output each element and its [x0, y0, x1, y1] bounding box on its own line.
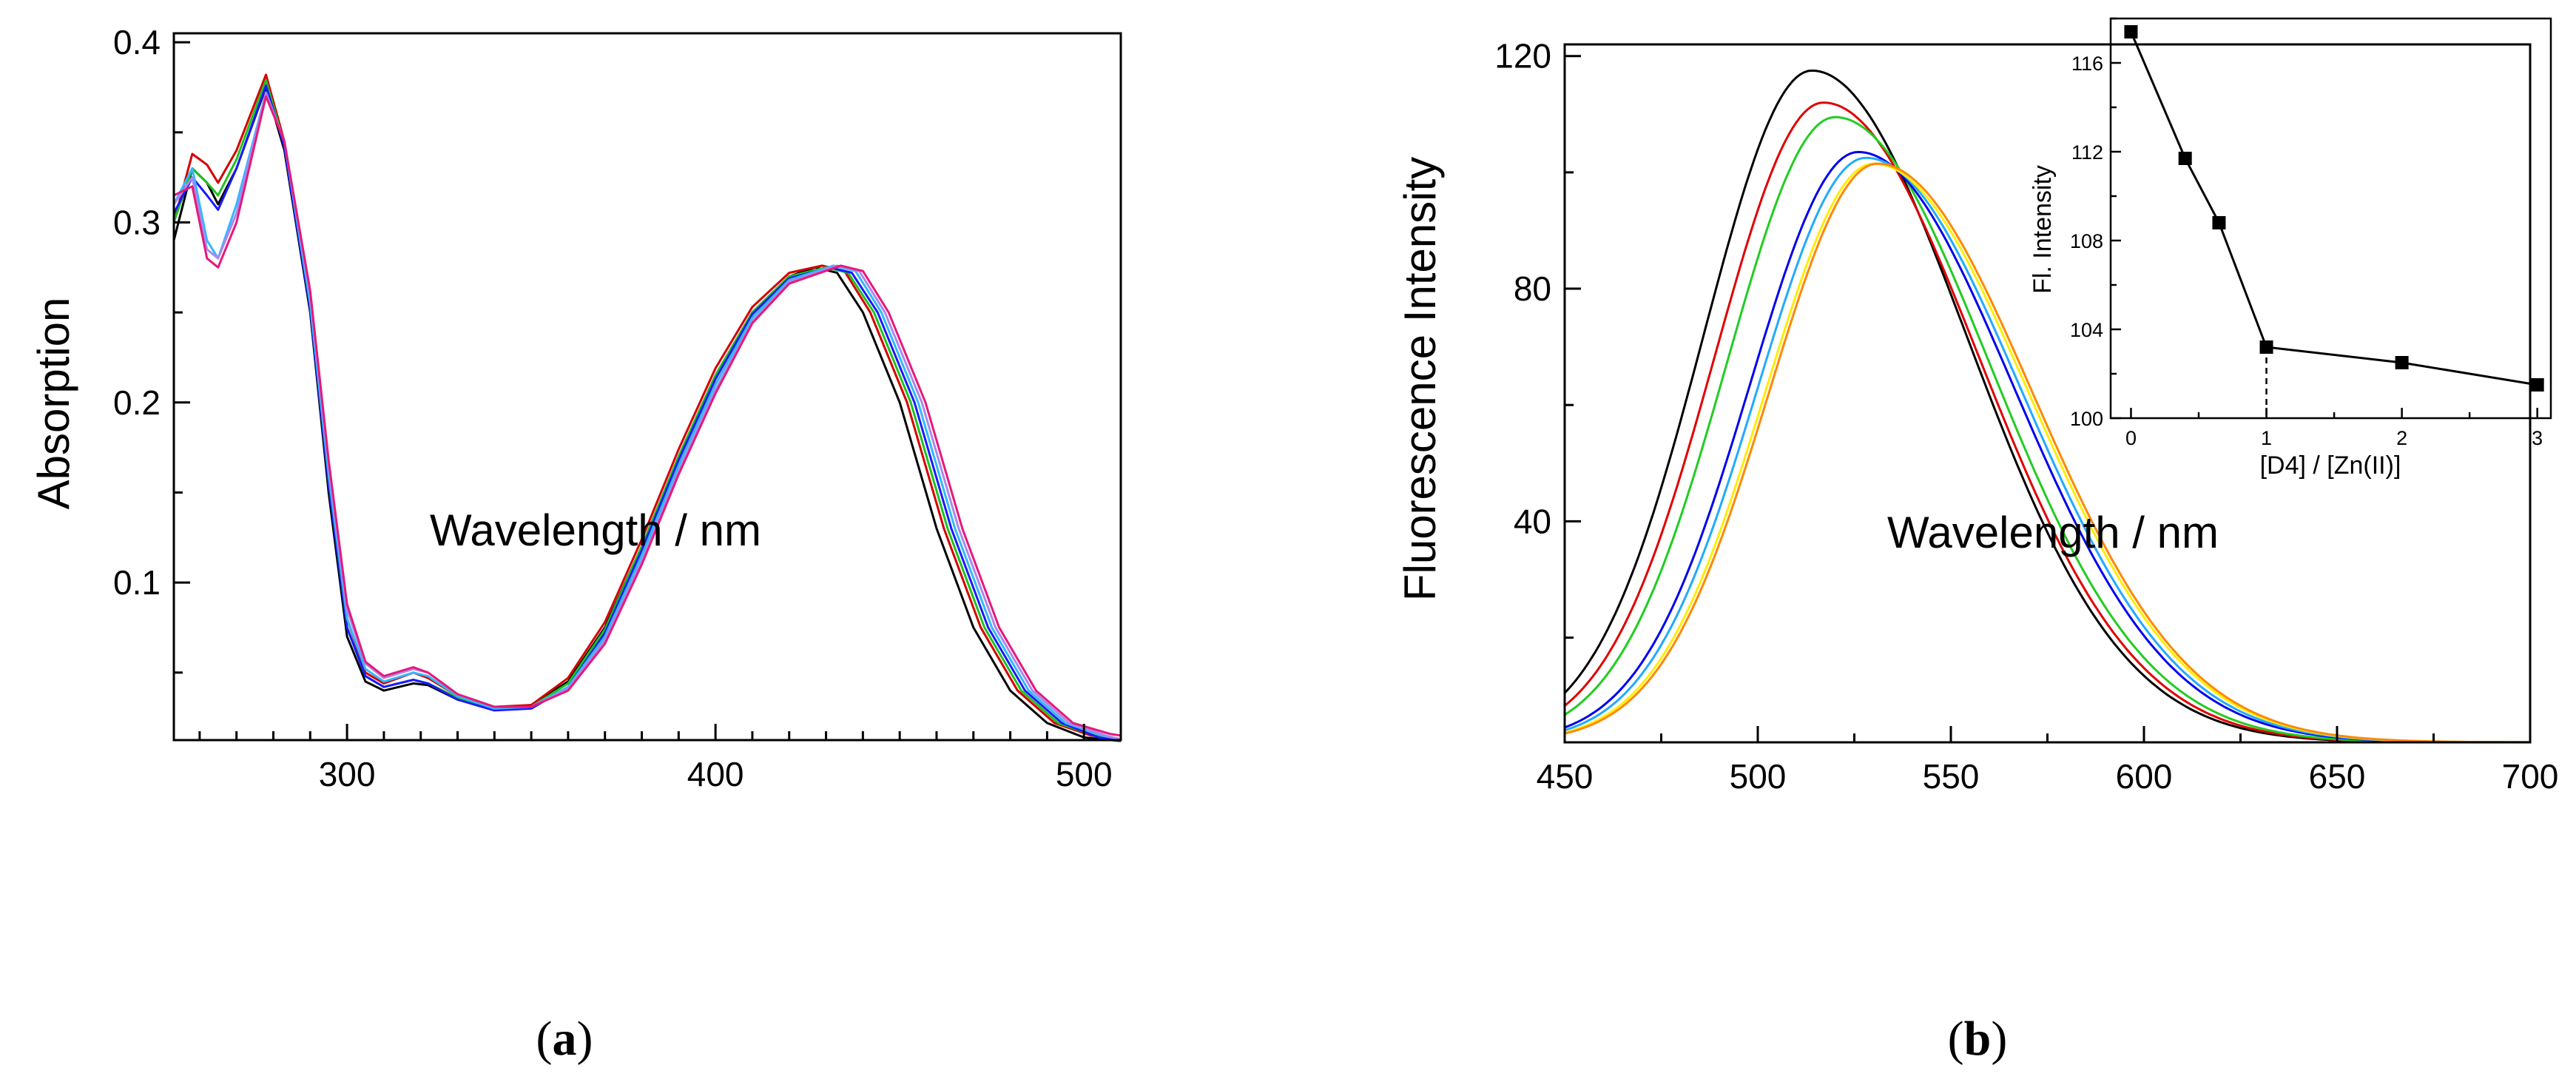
inset-data-point: [2124, 25, 2138, 38]
inset-y-axis-label: Fl. Intensity: [2029, 165, 2057, 294]
panel-b-x-tick-label: 500: [1730, 757, 1787, 796]
inset-data-point: [2259, 340, 2273, 354]
panel-a-series-blue: [172, 84, 1122, 742]
inset-data-points: [2124, 25, 2544, 392]
panel-b-inset-chart: 0 1 2 3 100 104 108 112 116 [D4] / [Zn(II)] Fl.…: [2029, 17, 2552, 480]
inset-y-tick-label: 108: [2070, 230, 2103, 252]
panel-a-y-tick-label: 0.4: [113, 23, 161, 61]
inset-x-tick-label: 0: [2125, 427, 2137, 449]
inset-series-line: [2130, 31, 2538, 386]
panel-b-series-orange: [1564, 162, 2530, 744]
panel-a-series-green: [172, 78, 1122, 741]
inset-y-tick-labels: 100 104 108 112 116: [2070, 53, 2103, 430]
panel-a-y-tick-label: 0.2: [113, 383, 161, 422]
panel-a-absorption-chart: 300 400 500 0.1 0.2 0.3 0.4 Wavelength / nm A…: [29, 23, 1122, 793]
panel-b-y-tick-label: 80: [1514, 269, 1551, 308]
panel-a-x-tick-label: 400: [687, 755, 744, 793]
panel-a-y-tick-label: 0.1: [113, 563, 161, 602]
panel-b-y-axis-label: Fluorescence Intensity: [1395, 157, 1445, 601]
panel-a-series-red: [172, 73, 1122, 741]
panel-b-y-tick-label: 40: [1514, 502, 1551, 540]
inset-data-point: [2530, 378, 2544, 392]
panel-b-caption: (b): [1948, 1012, 2008, 1066]
inset-tick-marks: [2111, 17, 2538, 420]
panel-b-y-tick-label: 120: [1494, 37, 1551, 75]
panel-a-y-axis-label: Absorption: [29, 298, 78, 510]
panel-a-caption-letter: a: [553, 1012, 577, 1066]
inset-data-point: [2395, 356, 2409, 369]
panel-b-tick-marks: [1565, 55, 2532, 742]
panel-a-tick-marks: [174, 41, 1122, 740]
panel-b-x-axis-label: Wavelength / nm: [1887, 508, 2219, 557]
panel-a-x-tick-label: 300: [319, 755, 376, 793]
inset-x-tick-labels: 0 1 2 3: [2125, 427, 2543, 449]
inset-y-tick-label: 116: [2071, 53, 2103, 75]
inset-x-axis-label: [D4] / [Zn(II)]: [2260, 451, 2401, 480]
panel-a-series-magenta: [173, 95, 1122, 737]
panel-a-x-tick-label: 500: [1056, 755, 1113, 793]
panel-a-series-black: [172, 86, 1122, 742]
panel-b-x-tick-label: 650: [2309, 757, 2366, 796]
panel-b-x-tick-label: 600: [2116, 757, 2173, 796]
inset-x-tick-label: 3: [2532, 427, 2543, 449]
panel-b-plot-frame: [1563, 43, 2532, 744]
panel-a-plot-frame: [172, 32, 1122, 742]
panel-b-x-tick-label: 450: [1537, 757, 1594, 796]
inset-y-tick-label: 104: [2070, 319, 2103, 341]
inset-data-point: [2178, 152, 2192, 165]
inset-x-tick-label: 2: [2396, 427, 2407, 449]
inset-y-tick-label: 112: [2071, 141, 2103, 164]
panel-a-series-violet: [172, 91, 1122, 741]
panel-a-series-lines: [172, 73, 1122, 742]
inset-x-tick-label: 1: [2261, 427, 2272, 449]
panel-a-y-tick-labels: 0.1 0.2 0.3 0.4: [113, 23, 161, 602]
panel-b-x-tick-labels: 450 500 550 600 650 700: [1537, 757, 2559, 796]
panel-a-caption: (a): [536, 1012, 593, 1066]
inset-plot-frame: [2109, 17, 2552, 420]
inset-y-tick-label: 100: [2070, 408, 2103, 430]
inset-data-point: [2212, 216, 2226, 229]
panel-b-caption-letter: b: [1964, 1012, 1992, 1066]
panel-a-x-tick-labels: 300 400 500: [319, 755, 1113, 793]
panel-b-x-tick-label: 700: [2502, 757, 2559, 796]
panel-a-x-axis-label: Wavelength / nm: [430, 505, 761, 555]
panel-b-y-tick-labels: 40 80 120: [1494, 37, 1551, 541]
panel-b-x-tick-label: 550: [1923, 757, 1980, 796]
panel-a-series-cyan: [172, 91, 1122, 741]
panel-a-y-tick-label: 0.3: [113, 203, 161, 241]
